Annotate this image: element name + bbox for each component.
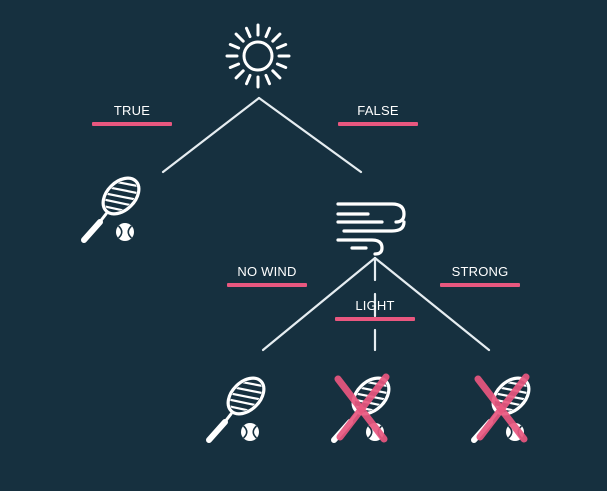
edge-strong — [373, 256, 491, 352]
edges — [161, 96, 491, 352]
leaf-no-wind-racket-icon — [209, 361, 283, 441]
edge-label-strong-underline — [440, 283, 520, 287]
edge-label-true: TRUE — [113, 103, 151, 118]
edge-label-false: FALSE — [357, 103, 399, 118]
edge-label-no-wind-underline — [227, 283, 307, 287]
sun-icon — [225, 23, 291, 89]
edge-label-false-underline — [338, 122, 418, 126]
edge-label-no-wind: NO WIND — [237, 264, 297, 279]
edge-label-light-underline — [335, 317, 415, 321]
edge-label-strong: STRONG — [451, 264, 509, 279]
edge-false — [257, 96, 363, 174]
edge-no-wind — [261, 256, 377, 352]
edge-true — [161, 96, 261, 174]
edge-label-true-underline — [92, 122, 172, 126]
wind-icon — [336, 202, 406, 256]
leaf-true-racket-icon — [84, 161, 158, 241]
edge-label-light: LIGHT — [355, 298, 395, 313]
